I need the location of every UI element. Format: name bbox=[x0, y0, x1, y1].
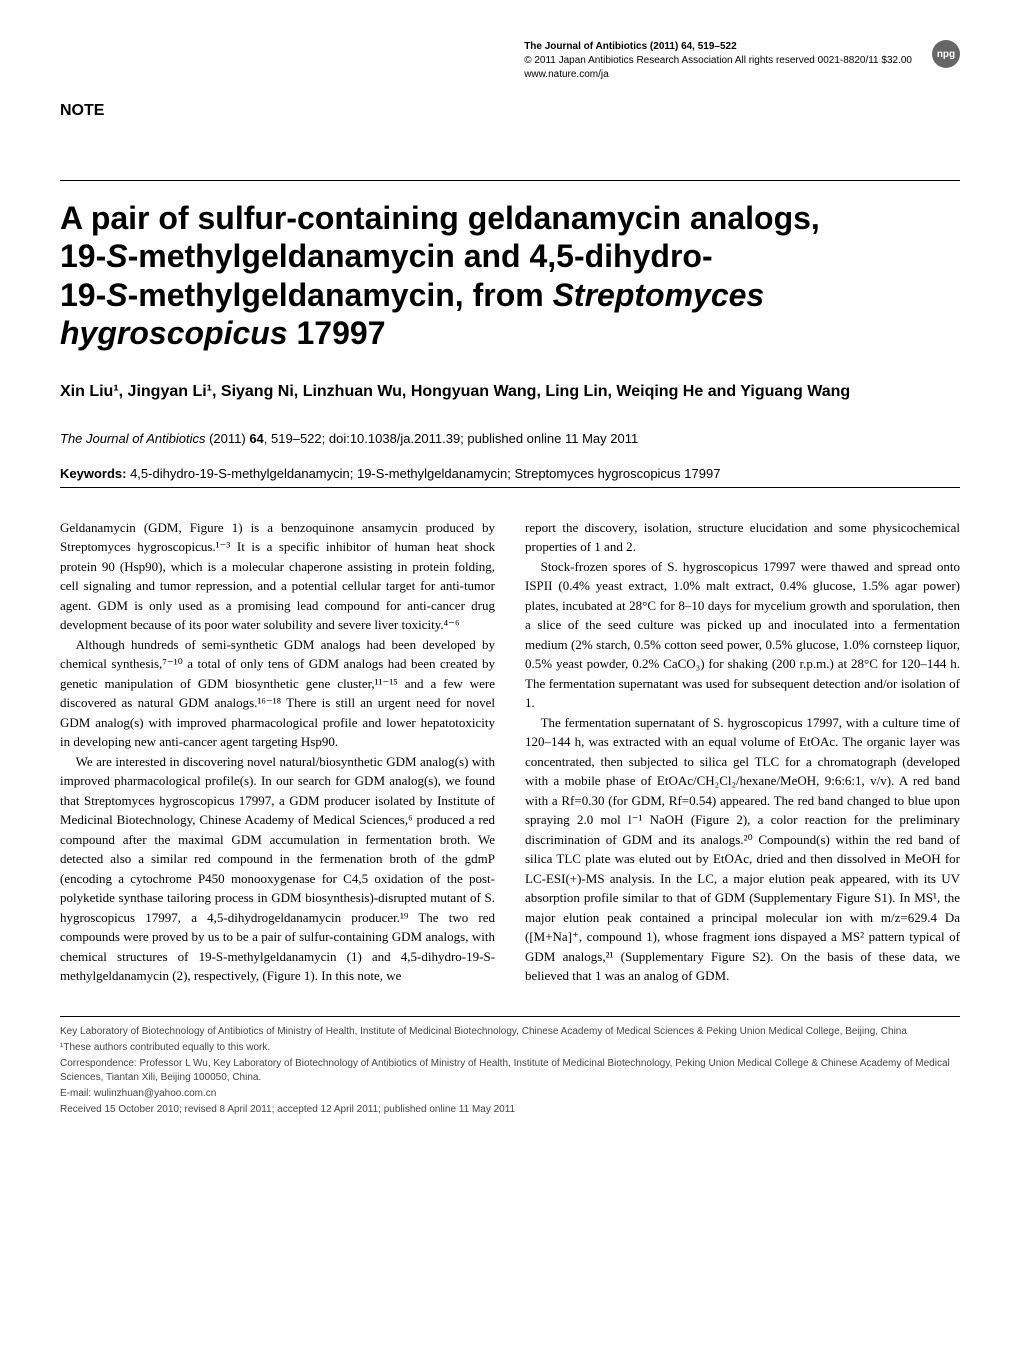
title-line3-pre: 19- bbox=[60, 277, 106, 313]
keywords-text: 4,5-dihydro-19-S-methylgeldanamycin; 19-… bbox=[126, 466, 720, 481]
equal-contribution-line: ¹These authors contributed equally to th… bbox=[60, 1041, 960, 1055]
keywords-label: Keywords: bbox=[60, 466, 126, 481]
title-line4-species: hygroscopicus bbox=[60, 315, 288, 351]
journal-header: The Journal of Antibiotics (2011) 64, 51… bbox=[60, 40, 960, 82]
keywords-line: Keywords: 4,5-dihydro-19-S-methylgeldana… bbox=[60, 466, 960, 481]
article-type: NOTE bbox=[60, 102, 960, 120]
body-paragraph: Stock-frozen spores of S. hygroscopicus … bbox=[525, 557, 960, 713]
footer-block: Key Laboratory of Biotechnology of Antib… bbox=[60, 1025, 960, 1117]
title-rule-bottom bbox=[60, 487, 960, 488]
title-line1: A pair of sulfur-containing geldanamycin… bbox=[60, 200, 820, 236]
body-paragraph: Although hundreds of semi-synthetic GDM … bbox=[60, 635, 495, 752]
body-paragraph: Geldanamycin (GDM, Figure 1) is a benzoq… bbox=[60, 518, 495, 635]
citation-line: The Journal of Antibiotics (2011) 64, 51… bbox=[60, 431, 960, 446]
footer-rule bbox=[60, 1016, 960, 1017]
title-line2-mid: -methylgeldanamycin and 4,5-dihydro- bbox=[128, 238, 713, 274]
left-column: Geldanamycin (GDM, Figure 1) is a benzoq… bbox=[60, 518, 495, 986]
citation-year: (2011) bbox=[205, 431, 249, 446]
citation-rest: , 519–522; doi:10.1038/ja.2011.39; publi… bbox=[264, 431, 638, 446]
citation-journal: The Journal of Antibiotics bbox=[60, 431, 205, 446]
affiliation-line: Key Laboratory of Biotechnology of Antib… bbox=[60, 1025, 960, 1039]
article-title: A pair of sulfur-containing geldanamycin… bbox=[60, 199, 960, 353]
correspondence-line: Correspondence: Professor L Wu, Key Labo… bbox=[60, 1057, 960, 1085]
title-line2-s: S bbox=[106, 238, 127, 274]
email-line: E-mail: wulinzhuan@yahoo.com.cn bbox=[60, 1087, 960, 1101]
website-link[interactable]: www.nature.com/ja bbox=[524, 68, 912, 82]
title-rule-top bbox=[60, 180, 960, 181]
journal-info-block: The Journal of Antibiotics (2011) 64, 51… bbox=[524, 40, 912, 82]
body-columns: Geldanamycin (GDM, Figure 1) is a benzoq… bbox=[60, 518, 960, 986]
npg-badge-icon: npg bbox=[932, 40, 960, 68]
title-line3-s: S bbox=[106, 277, 127, 313]
title-line3-mid: -methylgeldanamycin, from bbox=[128, 277, 553, 313]
title-line3-genus: Streptomyces bbox=[553, 277, 765, 313]
author-list: Xin Liu¹, Jingyan Li¹, Siyang Ni, Linzhu… bbox=[60, 383, 960, 401]
title-line2-pre: 19- bbox=[60, 238, 106, 274]
body-paragraph: We are interested in discovering novel n… bbox=[60, 752, 495, 986]
title-line4-rest: 17997 bbox=[288, 315, 386, 351]
body-paragraph: The fermentation supernatant of S. hygro… bbox=[525, 713, 960, 986]
citation-volume: 64 bbox=[249, 431, 263, 446]
copyright-line: © 2011 Japan Antibiotics Research Associ… bbox=[524, 54, 912, 68]
dates-line: Received 15 October 2010; revised 8 Apri… bbox=[60, 1103, 960, 1117]
right-column: report the discovery, isolation, structu… bbox=[525, 518, 960, 986]
body-paragraph: report the discovery, isolation, structu… bbox=[525, 518, 960, 557]
journal-title-line: The Journal of Antibiotics (2011) 64, 51… bbox=[524, 40, 912, 54]
